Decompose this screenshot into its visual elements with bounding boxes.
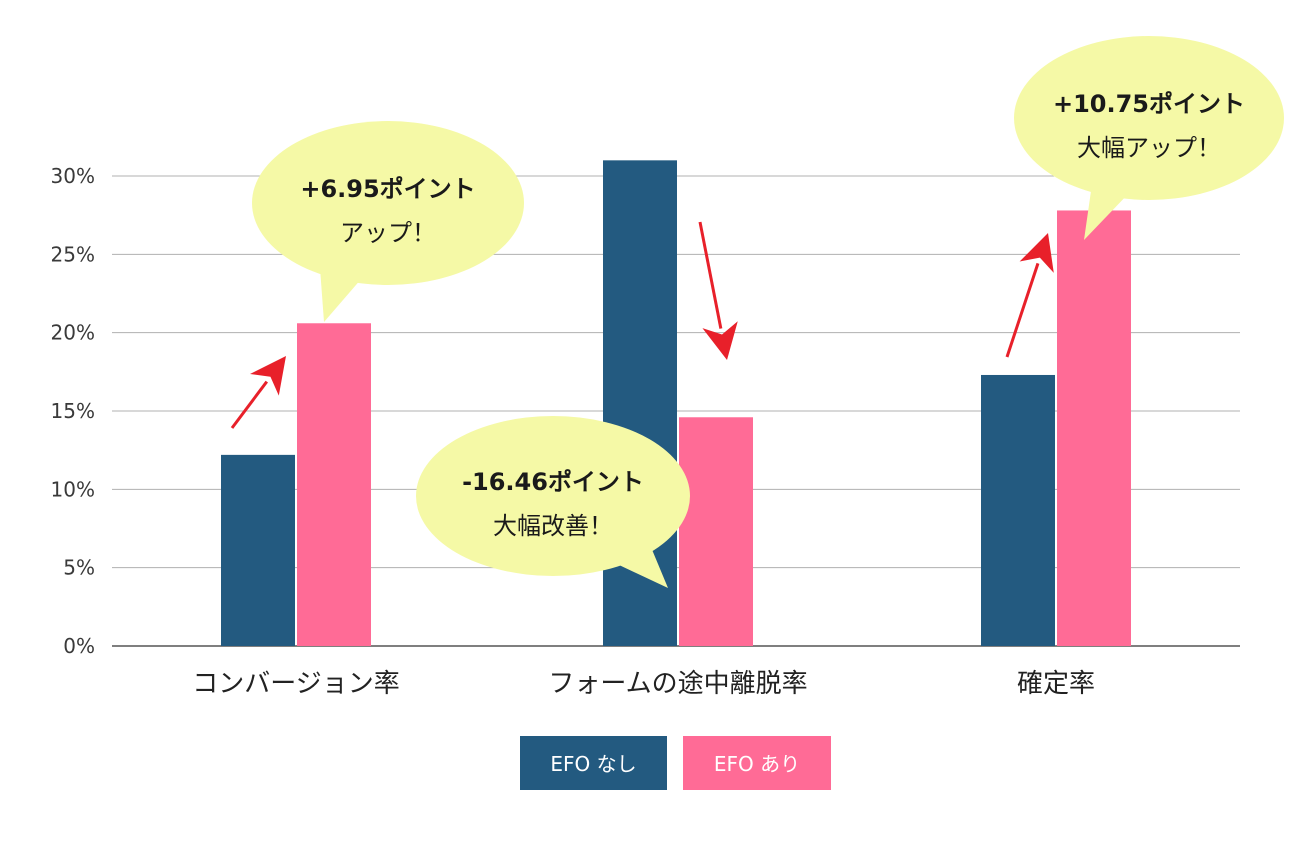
bar xyxy=(981,374,1055,646)
y-tick-label: 10% xyxy=(51,477,95,501)
bar xyxy=(297,323,371,646)
x-tick-label: フォームの途中離脱率 xyxy=(548,669,807,699)
callout-value: -16.46ポイント xyxy=(462,468,644,496)
legend-swatch xyxy=(683,736,831,790)
y-tick-label: 0% xyxy=(63,634,95,658)
callout-value: +6.95ポイント xyxy=(300,175,475,203)
bar xyxy=(1057,210,1131,646)
x-tick-label: 確定率 xyxy=(1017,669,1095,699)
arrows xyxy=(230,221,1054,429)
y-tick-label: 25% xyxy=(51,242,95,266)
bar xyxy=(679,417,753,646)
x-axis: コンバージョン率 フォームの途中離脱率 確定率 xyxy=(192,669,1095,699)
x-tick-label: コンバージョン率 xyxy=(192,669,399,699)
callout-message: アップ！ xyxy=(340,219,436,247)
change-arrow xyxy=(230,356,286,429)
callout-message: 大幅アップ！ xyxy=(1077,134,1221,162)
callout-message: 大幅改善！ xyxy=(493,512,613,540)
y-axis: 0% 5% 10% 15% 20% 25% 30% xyxy=(51,164,95,658)
y-tick-label: 15% xyxy=(51,399,95,423)
legend-swatch xyxy=(520,736,667,790)
y-tick-label: 20% xyxy=(51,321,95,345)
bar xyxy=(221,454,295,646)
legend: EFO なし EFO あり xyxy=(520,736,831,790)
y-tick-label: 5% xyxy=(63,556,95,580)
change-arrow xyxy=(698,221,738,360)
callouts: +6.95ポイントアップ！-16.46ポイント大幅改善！+10.75ポイント大幅… xyxy=(252,36,1284,588)
callout-value: +10.75ポイント xyxy=(1053,90,1245,118)
y-tick-label: 30% xyxy=(51,164,95,188)
change-arrow xyxy=(1005,233,1054,358)
legend-item: EFO なし xyxy=(520,736,667,790)
legend-label: EFO あり xyxy=(714,752,800,776)
legend-item: EFO あり xyxy=(683,736,831,790)
legend-label: EFO なし xyxy=(550,752,636,776)
